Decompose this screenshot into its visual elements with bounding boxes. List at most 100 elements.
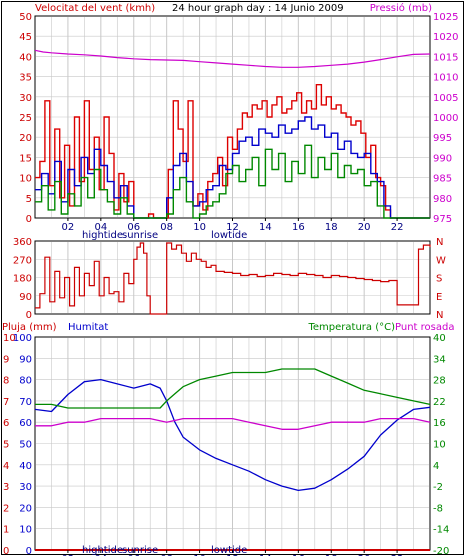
p3-rain-tick-1: 1 bbox=[3, 525, 9, 536]
p3-ytick-right--20: -20 bbox=[433, 546, 449, 556]
p3-xtick-label-10: 10 bbox=[193, 554, 206, 556]
p1-ytick-right-1000: 1000 bbox=[433, 113, 458, 124]
p1-xtick-label-12: 12 bbox=[226, 222, 239, 233]
temperature-line bbox=[35, 368, 431, 409]
annotation-lowtide-bottom: lowtide bbox=[211, 545, 247, 556]
panel-humidity-temperature-ticks: 0123456789100102030405060708090100-20-14… bbox=[3, 333, 449, 556]
p1-xtick-label-02: 02 bbox=[62, 222, 75, 233]
p1-ytick-left-25: 25 bbox=[19, 113, 32, 124]
dewpoint-axis-title: Punt rosada bbox=[395, 322, 454, 333]
p1-ytick-left-40: 40 bbox=[19, 52, 32, 63]
p3-rain-tick-7: 7 bbox=[3, 397, 9, 408]
p3-ytick-left-50: 50 bbox=[19, 440, 32, 451]
p3-ytick-right-16: 16 bbox=[433, 418, 446, 429]
p1-ytick-right-980: 980 bbox=[433, 194, 452, 205]
p1-xtick-label-10: 10 bbox=[193, 222, 206, 233]
p3-ytick-right-28: 28 bbox=[433, 376, 446, 387]
p3-rain-tick-6: 6 bbox=[3, 418, 9, 429]
p3-xtick-label-18: 18 bbox=[325, 554, 338, 556]
p3-ytick-left-90: 90 bbox=[19, 354, 32, 365]
annotation-lowtide: lowtide bbox=[211, 230, 247, 241]
temperature-axis-title: Temperatura (°C) bbox=[307, 322, 395, 333]
p1-ytick-left-10: 10 bbox=[19, 174, 32, 185]
pressure-axis-title: Pressió (mb) bbox=[370, 2, 432, 14]
p1-xtick-label-04: 04 bbox=[94, 222, 107, 233]
p1-xtick-label-14: 14 bbox=[259, 222, 272, 233]
p2-compass-0: N bbox=[436, 237, 443, 248]
p2-ytick-left-180: 180 bbox=[13, 274, 32, 285]
p3-xtick-label-08: 08 bbox=[160, 554, 173, 556]
p2-ytick-left-270: 270 bbox=[13, 255, 32, 266]
p1-ytick-left-35: 35 bbox=[19, 73, 32, 84]
wind-average-line bbox=[35, 116, 430, 219]
p2-compass-3: E bbox=[436, 292, 442, 303]
p3-ytick-right-34: 34 bbox=[433, 354, 446, 365]
p3-rain-tick-2: 2 bbox=[3, 503, 9, 514]
p3-rain-tick-5: 5 bbox=[3, 440, 9, 451]
p3-xtick-label-02: 02 bbox=[62, 554, 75, 556]
p3-ytick-left-20: 20 bbox=[19, 503, 32, 514]
panel-wind-direction-grid bbox=[36, 242, 429, 313]
p1-ytick-right-1020: 1020 bbox=[433, 32, 458, 43]
p3-ytick-right-10: 10 bbox=[433, 440, 446, 451]
humidity-line bbox=[34, 378, 431, 492]
p1-ytick-right-1010: 1010 bbox=[433, 73, 458, 84]
p1-ytick-left-50: 50 bbox=[19, 12, 32, 23]
p3-xtick-label-22: 22 bbox=[391, 554, 404, 556]
p3-ytick-right-4: 4 bbox=[433, 461, 439, 472]
p2-ytick-left-90: 90 bbox=[19, 292, 32, 303]
wind-gust-line bbox=[35, 84, 430, 219]
wind-speed-axis-title: Velocitat del vent (kmh) bbox=[35, 3, 155, 14]
p3-ytick-left-30: 30 bbox=[19, 482, 32, 493]
p3-rain-tick-3: 3 bbox=[3, 482, 9, 493]
p1-ytick-left-5: 5 bbox=[26, 194, 32, 205]
p3-ytick-left-10: 10 bbox=[19, 525, 32, 536]
p1-ytick-left-30: 30 bbox=[19, 93, 32, 104]
p3-rain-tick-4: 4 bbox=[3, 461, 9, 472]
p1-ytick-left-20: 20 bbox=[19, 133, 32, 144]
panel-wind-pressure-ticks: 0510152025303540455097598098599099510001… bbox=[19, 12, 458, 233]
p1-ytick-left-15: 15 bbox=[19, 153, 32, 164]
p2-ytick-left-360: 360 bbox=[13, 237, 32, 248]
panel-wind-direction-series bbox=[35, 242, 431, 315]
p3-ytick-left-40: 40 bbox=[19, 461, 32, 472]
wind-speed-line bbox=[35, 144, 430, 219]
p3-ytick-right--8: -8 bbox=[433, 503, 443, 514]
annotation-sunrise-bottom: sunrise bbox=[122, 545, 158, 556]
p1-xtick-label-20: 20 bbox=[358, 222, 371, 233]
p3-xtick-label-16: 16 bbox=[292, 554, 305, 556]
p3-xtick-label-12: 12 bbox=[226, 554, 239, 556]
annotation-sunrise: sunrise bbox=[122, 230, 158, 241]
rain-axis-title: Pluja (mm) bbox=[2, 322, 57, 333]
wind-direction-line bbox=[35, 242, 431, 315]
p3-xtick-label-14: 14 bbox=[259, 554, 272, 556]
p3-xtick-label-20: 20 bbox=[358, 554, 371, 556]
p3-ytick-right--14: -14 bbox=[433, 525, 449, 536]
p3-ytick-right-40: 40 bbox=[433, 333, 446, 344]
p3-xtick-label-06: 06 bbox=[127, 554, 140, 556]
chart-title: 24 hour graph day : 14 Junio 2009 bbox=[172, 3, 344, 14]
panel-wind-direction-frame bbox=[34, 240, 431, 315]
p1-ytick-right-1015: 1015 bbox=[433, 52, 458, 63]
pressure-line bbox=[34, 49, 431, 68]
p3-ytick-left-100: 100 bbox=[13, 333, 32, 344]
p1-xtick-label-16: 16 bbox=[292, 222, 305, 233]
p3-rain-tick-10: 10 bbox=[3, 333, 16, 344]
p1-xtick-label-18: 18 bbox=[325, 222, 338, 233]
p2-ytick-left-0: 0 bbox=[26, 310, 32, 321]
dewpoint-line bbox=[35, 417, 431, 430]
p3-rain-tick-8: 8 bbox=[3, 376, 9, 387]
p3-ytick-left-70: 70 bbox=[19, 397, 32, 408]
panel-wind-pressure-series bbox=[34, 49, 431, 219]
p2-compass-2: S bbox=[436, 274, 442, 285]
p3-xtick-label-04: 04 bbox=[94, 554, 107, 556]
p1-ytick-right-990: 990 bbox=[433, 153, 452, 164]
p3-ytick-left-60: 60 bbox=[19, 418, 32, 429]
p2-compass-4: N bbox=[436, 310, 443, 321]
p1-ytick-right-985: 985 bbox=[433, 174, 452, 185]
p1-xtick-label-22: 22 bbox=[391, 222, 404, 233]
p1-ytick-right-1025: 1025 bbox=[433, 12, 458, 23]
